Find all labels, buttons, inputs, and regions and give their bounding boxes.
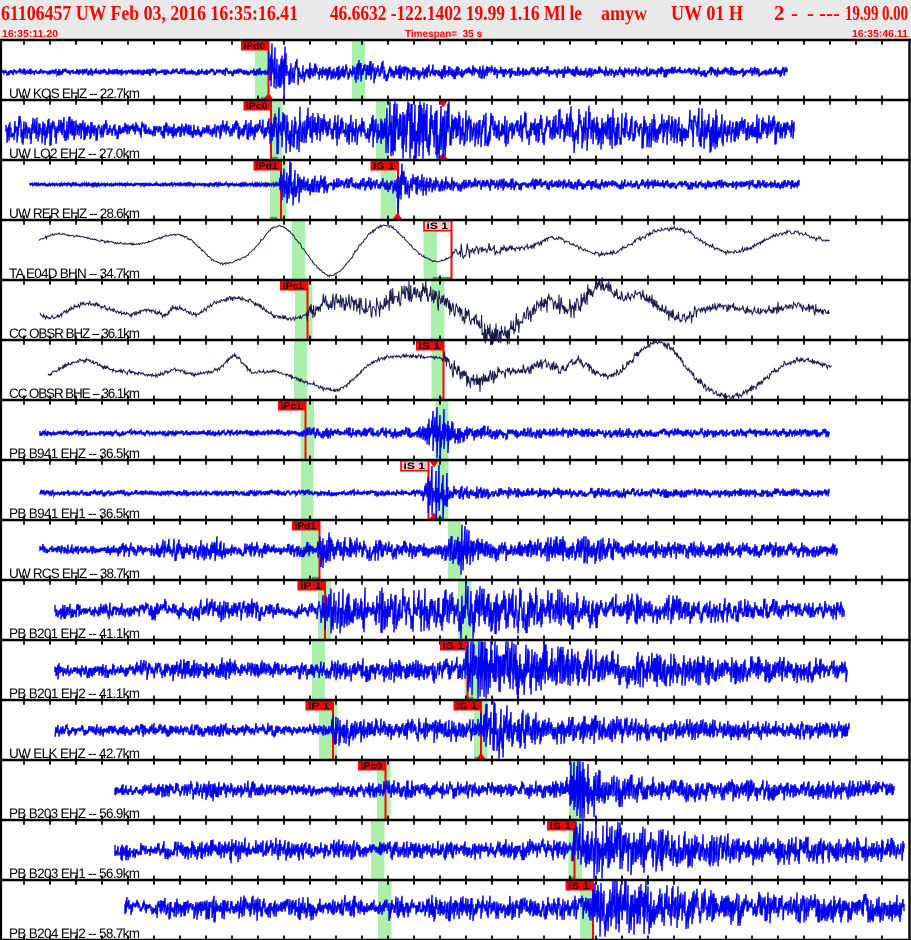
svg-text:iPd1: iPd1 bbox=[295, 521, 317, 531]
svg-text:iPc1: iPc1 bbox=[283, 281, 305, 291]
svg-text:CC OBSR BHE -- 36.1km: CC OBSR BHE -- 36.1km bbox=[9, 386, 140, 401]
svg-text:16:35:11.20: 16:35:11.20 bbox=[2, 28, 58, 40]
svg-text:iS 1: iS 1 bbox=[443, 641, 465, 651]
svg-text:PB B203 EHZ -- 56.9km: PB B203 EHZ -- 56.9km bbox=[9, 806, 140, 821]
svg-text:16:35:46.11: 16:35:46.11 bbox=[852, 28, 908, 40]
svg-text:PB B203 EH1 -- 56.9km: PB B203 EH1 -- 56.9km bbox=[9, 866, 140, 881]
svg-text:iS 1: iS 1 bbox=[568, 881, 590, 891]
svg-text:-: - bbox=[791, 1, 798, 25]
svg-text:iP 1: iP 1 bbox=[300, 581, 322, 591]
svg-text:PB B201 EHZ -- 41.1km: PB B201 EHZ -- 41.1km bbox=[9, 626, 140, 641]
svg-text:iS 1: iS 1 bbox=[550, 821, 572, 831]
svg-text:iPc0: iPc0 bbox=[246, 101, 268, 111]
svg-text:UW KQS EHZ -- 22.7km: UW KQS EHZ -- 22.7km bbox=[9, 86, 140, 101]
svg-text:UW 01 H: UW 01 H bbox=[671, 1, 743, 25]
svg-text:iS 1: iS 1 bbox=[404, 461, 426, 471]
svg-text:iS 1: iS 1 bbox=[427, 221, 449, 231]
svg-text:iS 1: iS 1 bbox=[456, 701, 478, 711]
svg-text:UW LQ2 EHZ -- 27.0km: UW LQ2 EHZ -- 27.0km bbox=[9, 146, 140, 161]
svg-text:iP 1: iP 1 bbox=[308, 701, 330, 711]
svg-text:iPd0: iPd0 bbox=[244, 41, 266, 51]
svg-text:UW ELK EHZ -- 42.7km: UW ELK EHZ -- 42.7km bbox=[9, 746, 140, 761]
svg-text:Timespan= 35 s: Timespan= 35 s bbox=[405, 28, 482, 40]
svg-text:iPc1: iPc1 bbox=[281, 401, 303, 411]
svg-text:61106457 UW Feb 03, 2016 16:35: 61106457 UW Feb 03, 2016 16:35:16.41 bbox=[1, 1, 298, 25]
svg-text:iPd1: iPd1 bbox=[256, 161, 278, 171]
svg-text:46.6632 -122.1402 19.99 1.16 M: 46.6632 -122.1402 19.99 1.16 Ml le bbox=[330, 1, 582, 25]
svg-text:UW RER EHZ -- 28.6km: UW RER EHZ -- 28.6km bbox=[9, 206, 140, 221]
svg-text:PB B201 EH2 -- 41.1km: PB B201 EH2 -- 41.1km bbox=[9, 686, 140, 701]
svg-text:PB B204 EH2 -- 58.7km: PB B204 EH2 -- 58.7km bbox=[9, 926, 140, 940]
svg-text:2: 2 bbox=[774, 1, 785, 25]
svg-text:PB B941 EH1 -- 36.5km: PB B941 EH1 -- 36.5km bbox=[9, 506, 140, 521]
svg-text:UW RCS EHZ -- 38.7km: UW RCS EHZ -- 38.7km bbox=[9, 566, 140, 581]
svg-text:CC OBSR BHZ -- 36.1km: CC OBSR BHZ -- 36.1km bbox=[9, 326, 140, 341]
svg-text:19.99 0.00: 19.99 0.00 bbox=[845, 1, 908, 25]
svg-text:iS 1: iS 1 bbox=[373, 161, 395, 171]
svg-text:amyw: amyw bbox=[601, 1, 648, 25]
svg-text:- ---: - --- bbox=[807, 1, 840, 25]
svg-text:TA E04D BHN -- 34.7km: TA E04D BHN -- 34.7km bbox=[9, 266, 140, 281]
svg-text:PB B941 EHZ -- 36.5km: PB B941 EHZ -- 36.5km bbox=[9, 446, 140, 461]
svg-text:iPc0: iPc0 bbox=[361, 761, 383, 771]
svg-text:iS 1: iS 1 bbox=[419, 341, 441, 351]
